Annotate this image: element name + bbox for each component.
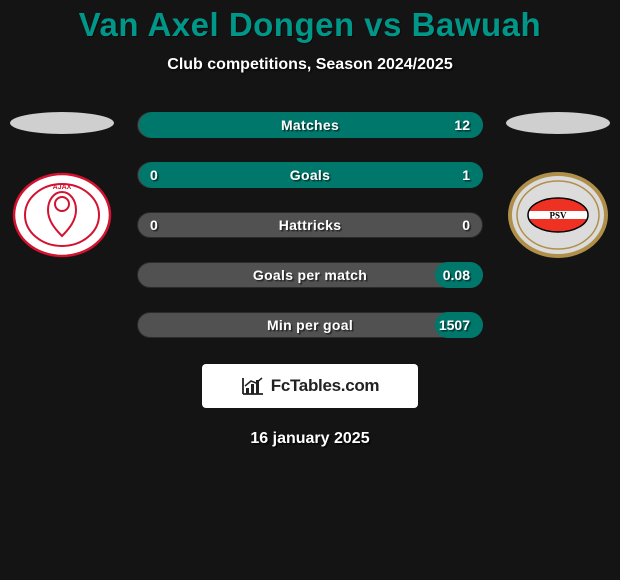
chart-icon — [241, 376, 265, 396]
shadow-ellipse — [10, 112, 114, 134]
stats-list: Matches120Goals10Hattricks0Goals per mat… — [137, 112, 483, 338]
brand-badge[interactable]: FcTables.com — [202, 364, 418, 408]
team-right-col: PSV — [503, 112, 613, 258]
stat-label: Hattricks — [138, 217, 482, 233]
brand-text: FcTables.com — [271, 376, 380, 396]
content-row: AJAX Matches120Goals10Hattricks0Goals pe… — [0, 112, 620, 338]
stat-value-right: 0 — [462, 217, 470, 233]
stat-label: Matches — [138, 117, 482, 133]
stat-label: Goals — [138, 167, 482, 183]
svg-text:PSV: PSV — [549, 211, 567, 221]
stat-label: Min per goal — [138, 317, 482, 333]
shadow-ellipse — [506, 112, 610, 134]
stat-row: 0Hattricks0 — [137, 212, 483, 238]
page-subtitle: Club competitions, Season 2024/2025 — [0, 56, 620, 74]
svg-text:AJAX: AJAX — [53, 184, 72, 191]
stat-value-right: 0.08 — [443, 267, 470, 283]
stat-value-right: 12 — [454, 117, 470, 133]
stat-row: Min per goal1507 — [137, 312, 483, 338]
stat-value-right: 1 — [462, 167, 470, 183]
stat-row: 0Goals1 — [137, 162, 483, 188]
team-right-logo: PSV — [508, 172, 608, 258]
stat-label: Goals per match — [138, 267, 482, 283]
team-left-col: AJAX — [7, 112, 117, 258]
page-title: Van Axel Dongen vs Bawuah — [0, 6, 620, 44]
team-left-logo: AJAX — [12, 172, 112, 258]
stat-row: Matches12 — [137, 112, 483, 138]
stat-row: Goals per match0.08 — [137, 262, 483, 288]
stat-value-right: 1507 — [439, 317, 470, 333]
comparison-card: Van Axel Dongen vs Bawuah Club competiti… — [0, 0, 620, 448]
date-label: 16 january 2025 — [0, 430, 620, 448]
